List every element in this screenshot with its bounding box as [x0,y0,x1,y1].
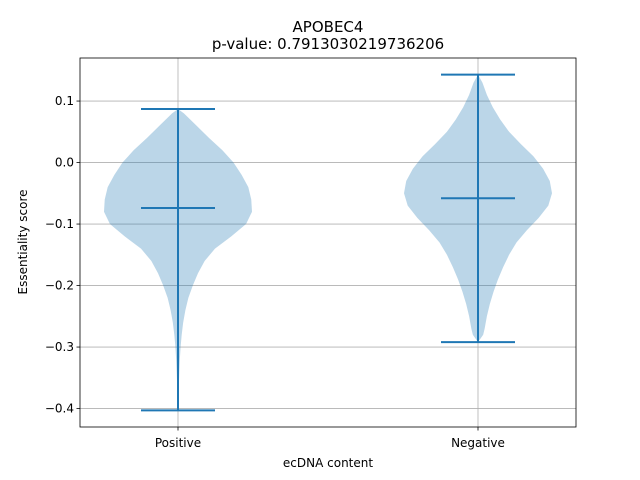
violin-layer [104,74,552,411]
y-axis-label: Essentiality score [16,190,30,295]
y-tick-label: 0.0 [55,156,74,170]
x-tick-label: Negative [451,436,505,450]
y-tick-label: −0.1 [45,217,74,231]
y-tick-label: −0.4 [45,402,74,416]
x-tick-label: Positive [155,436,201,450]
y-tick-label: −0.3 [45,340,74,354]
tick-layer: 0.1 0.0 −0.1 −0.2 −0.3 −0.4 Positive Negative [45,94,505,450]
y-tick-label: −0.2 [45,279,74,293]
chart-subtitle: p-value: 0.7913030219736206 [212,35,444,53]
x-axis-label: ecDNA content [283,456,373,470]
y-tick-label: 0.1 [55,94,74,108]
chart-title: APOBEC4 [293,18,364,36]
plot-frame [79,57,577,428]
stat-layer [141,73,515,412]
